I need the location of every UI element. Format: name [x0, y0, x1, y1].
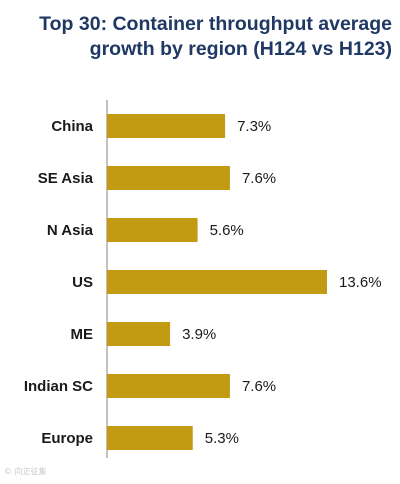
bar-europe: [107, 426, 193, 450]
bar-me: [107, 322, 171, 346]
data-label: 13.6%: [339, 274, 382, 291]
bar-china: [107, 114, 226, 138]
chart-title-line-2: growth by region (H124 vs H123): [89, 38, 392, 60]
category-label: China: [51, 118, 93, 135]
data-label: 5.6%: [210, 222, 244, 239]
bar-n-asia: [107, 218, 198, 242]
bar-se-asia: [107, 166, 230, 190]
category-label: ME: [71, 326, 94, 343]
chart-title-line-1: Top 30: Container throughput average: [39, 13, 392, 35]
watermark: © 向正征集: [4, 467, 47, 476]
category-label: Europe: [41, 430, 93, 447]
category-label: US: [72, 274, 93, 291]
bar-us: [107, 270, 327, 294]
category-label: SE Asia: [38, 170, 94, 187]
data-label: 7.3%: [237, 118, 271, 135]
data-label: 7.6%: [242, 378, 276, 395]
data-label: 5.3%: [205, 430, 239, 447]
data-label: 3.9%: [182, 326, 216, 343]
bar-indian-sc: [107, 374, 230, 398]
category-label: Indian SC: [24, 378, 93, 395]
data-label: 7.6%: [242, 170, 276, 187]
chart-title: Top 30: Container throughput average gro…: [0, 12, 392, 62]
category-label: N Asia: [47, 222, 94, 239]
